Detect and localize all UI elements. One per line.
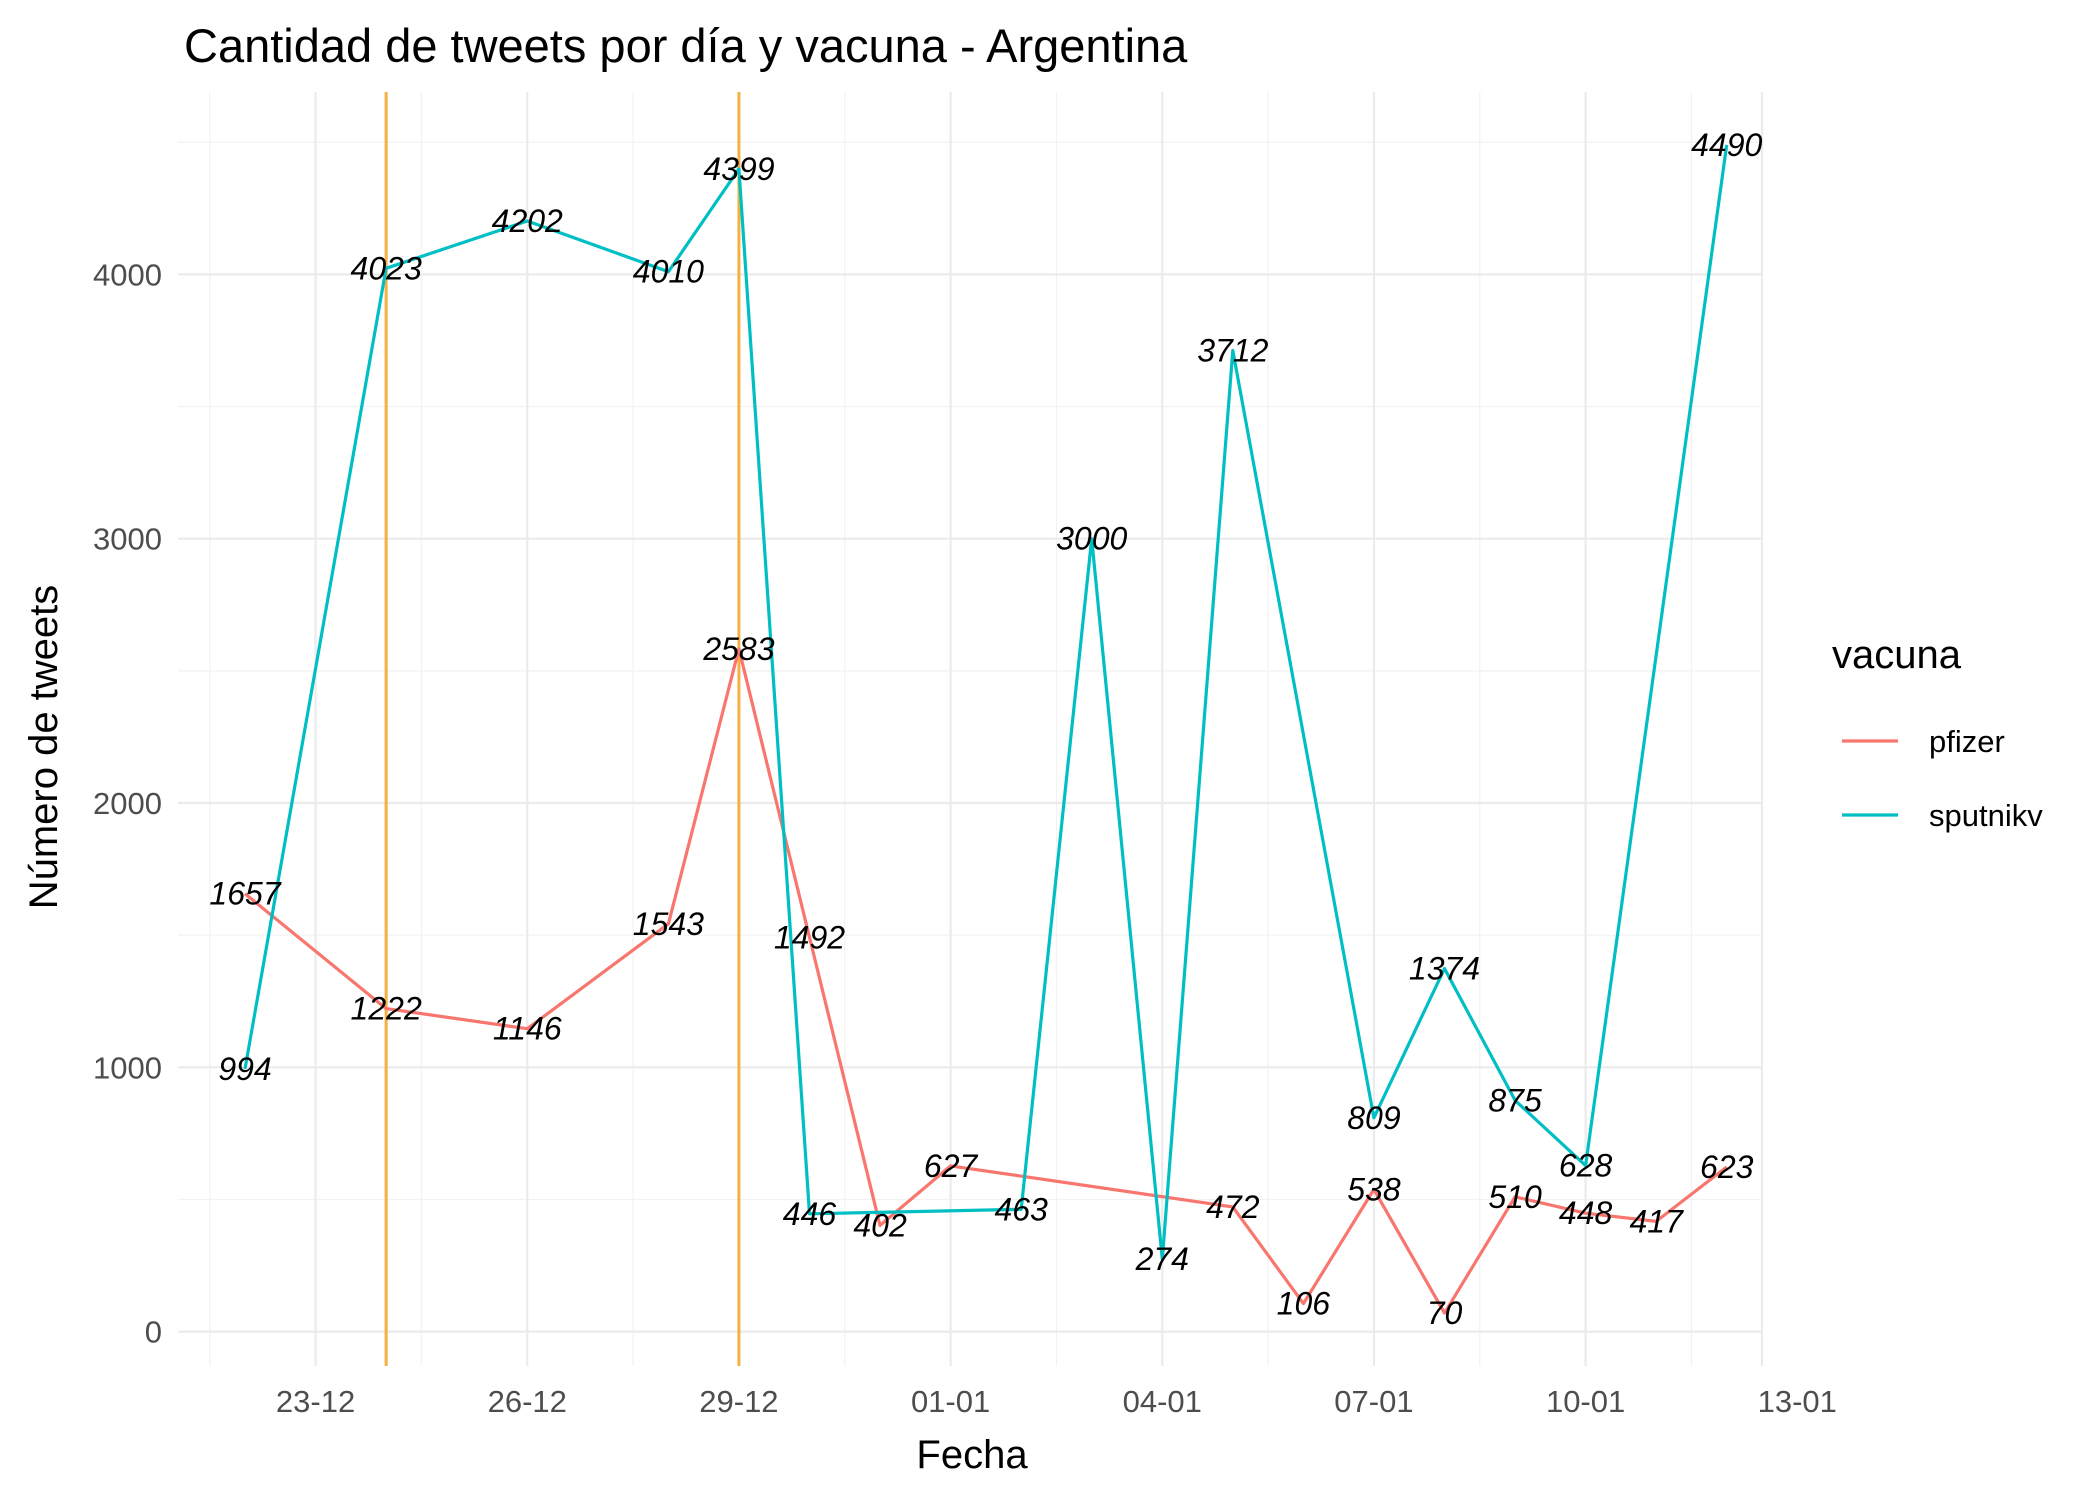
- data-label-pfizer: 1146: [493, 1011, 562, 1047]
- data-label-sputnikv: 994: [218, 1051, 271, 1087]
- y-axis-title: Número de tweets: [22, 585, 66, 910]
- data-label-pfizer: 538: [1347, 1171, 1401, 1207]
- x-axis-title: Fecha: [916, 1433, 1028, 1477]
- data-labels: 1657 1222 1146 1543 2583 1492 402 627 472 106 538 7…: [209, 127, 1762, 1331]
- data-label-sputnikv: 4202: [492, 203, 563, 239]
- data-label-pfizer: 1543: [633, 906, 704, 942]
- data-label-sputnikv: 3000: [1056, 521, 1127, 557]
- y-tick-label: 3000: [93, 522, 162, 557]
- data-label-sputnikv: 4399: [703, 151, 774, 187]
- data-label-sputnikv: 4010: [633, 254, 704, 290]
- x-tick-label: 29-12: [699, 1384, 778, 1419]
- data-label-pfizer: 1222: [351, 991, 422, 1027]
- x-tick-label: 01-01: [911, 1384, 990, 1419]
- data-label-pfizer: 402: [853, 1207, 907, 1243]
- grid: [178, 92, 1764, 1366]
- data-label-pfizer: 472: [1206, 1189, 1260, 1225]
- series-lines: [243, 144, 1729, 1315]
- x-tick-label: 04-01: [1123, 1384, 1202, 1419]
- series-line-sputnikv: [243, 144, 1729, 1261]
- data-label-sputnikv: 446: [783, 1196, 837, 1232]
- data-label-pfizer: 623: [1700, 1149, 1754, 1185]
- data-label-pfizer: 448: [1559, 1195, 1613, 1231]
- x-tick-label: 13-01: [1758, 1384, 1837, 1419]
- data-label-pfizer: 106: [1277, 1286, 1331, 1322]
- data-label-pfizer: 417: [1629, 1203, 1684, 1239]
- data-label-sputnikv: 4023: [351, 250, 422, 286]
- legend-title: vacuna: [1832, 633, 1962, 677]
- series-line-pfizer: [243, 647, 1728, 1315]
- data-label-sputnikv: 1374: [1409, 950, 1480, 986]
- data-label-sputnikv: 463: [994, 1191, 1048, 1227]
- data-label-pfizer: 70: [1427, 1295, 1463, 1331]
- reference-lines: [384, 92, 741, 1366]
- x-tick-label: 23-12: [276, 1384, 355, 1419]
- data-label-pfizer: 1657: [209, 876, 281, 912]
- plot-panel: [178, 92, 1762, 1366]
- data-label-sputnikv: 3712: [1197, 333, 1268, 369]
- data-label-pfizer: 510: [1488, 1179, 1542, 1215]
- y-tick-label: 1000: [93, 1050, 162, 1085]
- legend-label-pfizer: pfizer: [1929, 724, 2005, 759]
- x-tick-label: 10-01: [1546, 1384, 1625, 1419]
- y-tick-label: 0: [145, 1315, 162, 1350]
- data-label-sputnikv: 4490: [1691, 127, 1762, 163]
- x-tick-label: 07-01: [1334, 1384, 1413, 1419]
- legend-label-sputnikv: sputnikv: [1929, 798, 2043, 833]
- data-label-pfizer: 2583: [702, 631, 774, 667]
- data-label-sputnikv: 628: [1559, 1148, 1613, 1184]
- y-axis-ticks: 0 1000 2000 3000 4000: [93, 257, 162, 1349]
- y-tick-label: 4000: [93, 257, 162, 292]
- data-label-sputnikv: 875: [1488, 1082, 1542, 1118]
- chart-title: Cantidad de tweets por día y vacuna - Ar…: [184, 19, 1188, 72]
- legend: vacuna pfizer sputnikv: [1832, 633, 2043, 833]
- data-label-pfizer: 1492: [774, 919, 845, 955]
- x-axis-ticks: 23-12 26-12 29-12 01-01 04-01 07-01 10-01 13-01: [276, 1384, 1837, 1419]
- data-label-sputnikv: 274: [1135, 1241, 1189, 1277]
- y-tick-label: 2000: [93, 786, 162, 821]
- x-tick-label: 26-12: [488, 1384, 567, 1419]
- data-label-pfizer: 627: [924, 1148, 979, 1184]
- data-label-sputnikv: 809: [1347, 1100, 1401, 1136]
